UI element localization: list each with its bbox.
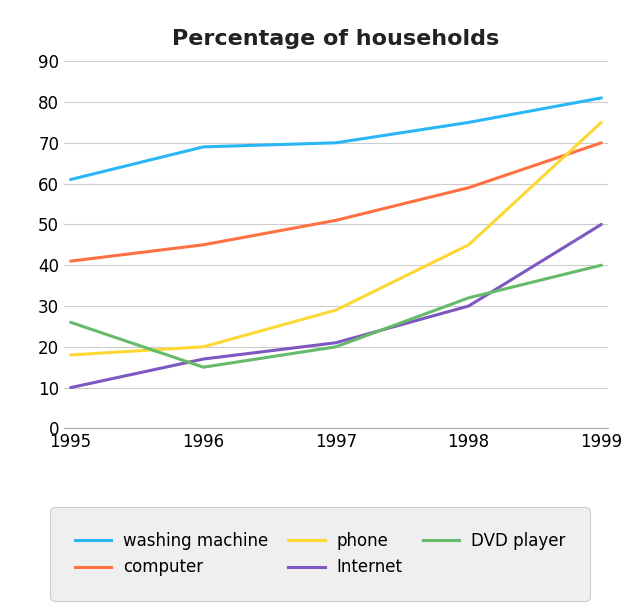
Title: Percentage of households: Percentage of households	[172, 29, 500, 48]
Legend: washing machine, computer, phone, Internet, DVD player: washing machine, computer, phone, Intern…	[60, 517, 580, 591]
